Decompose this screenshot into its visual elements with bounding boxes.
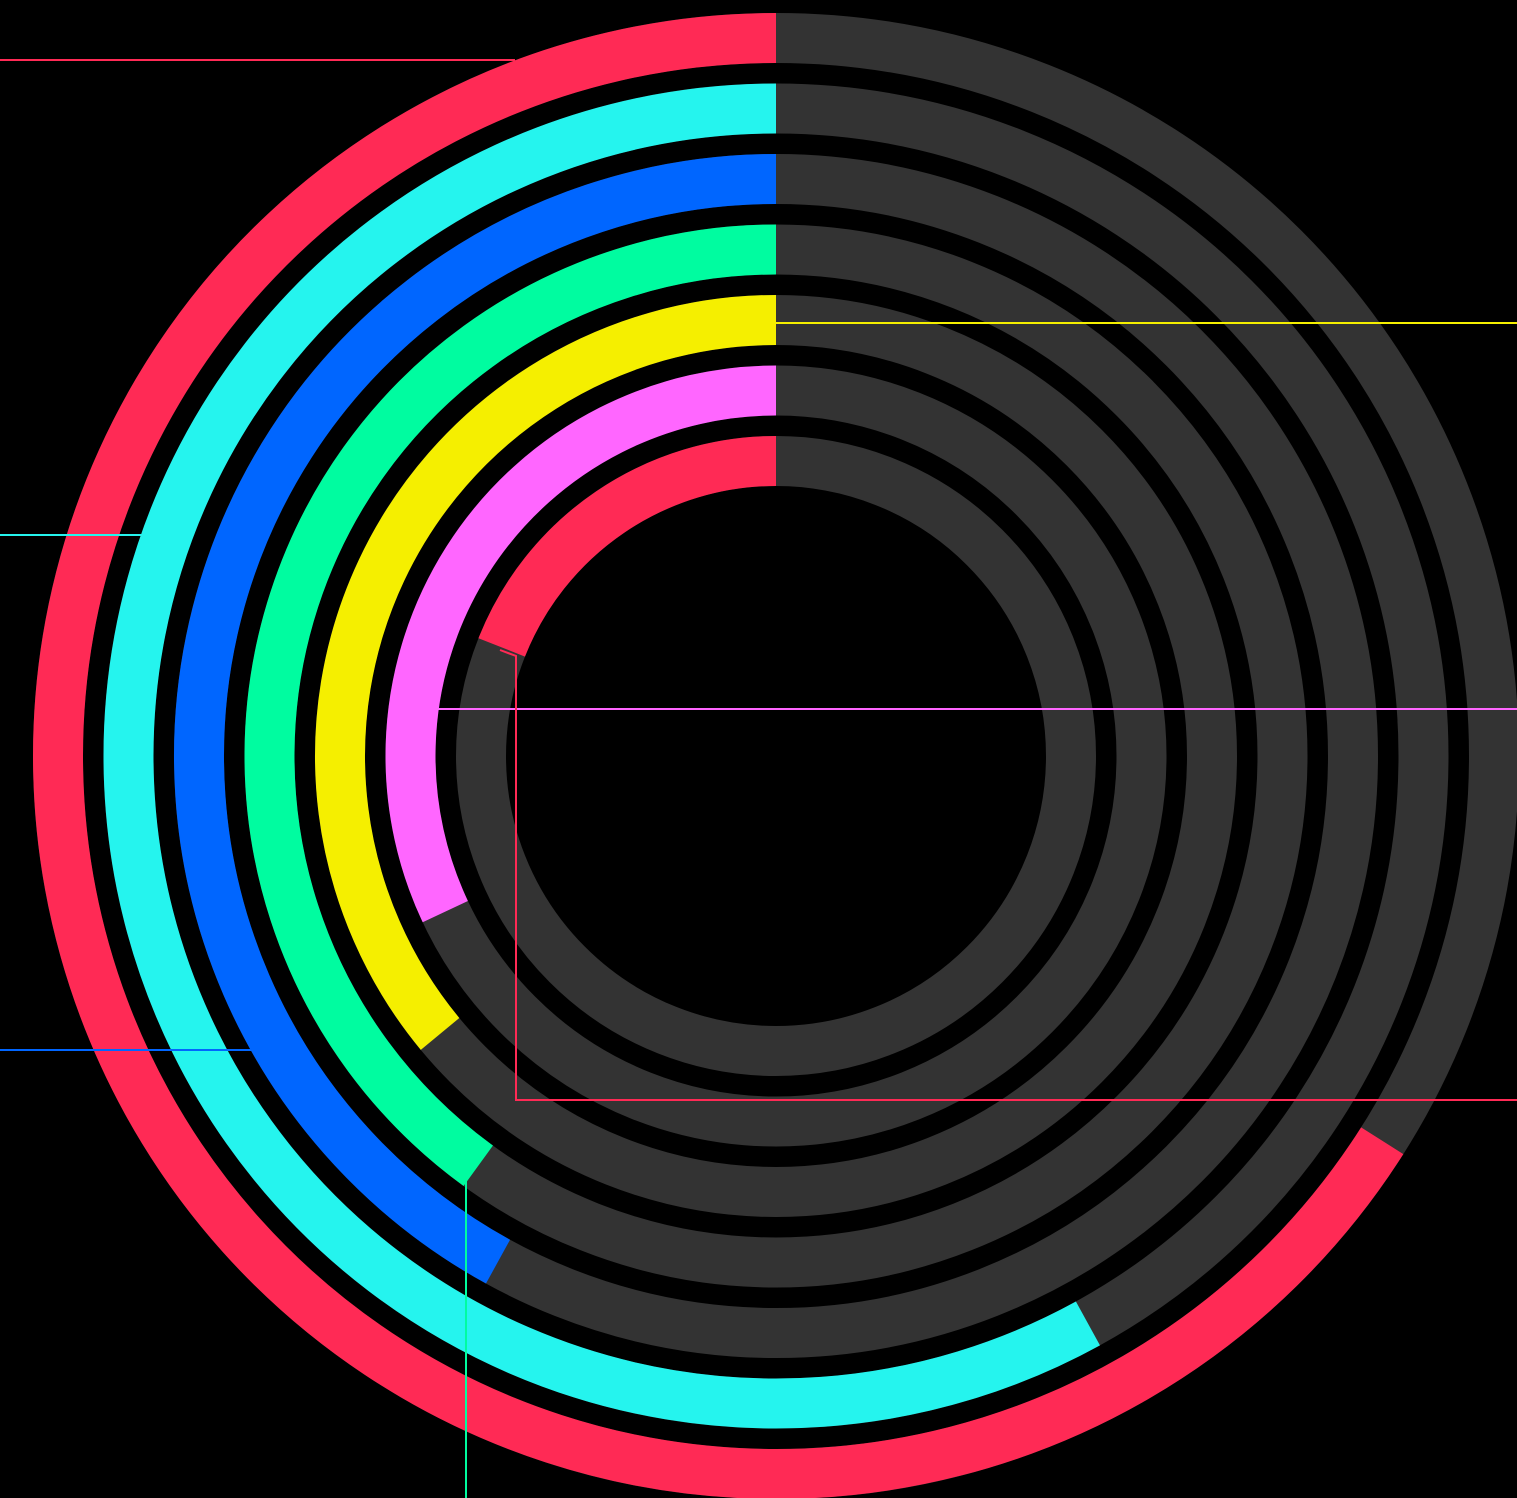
rings — [33, 13, 1517, 1498]
connectors — [0, 59, 1517, 1498]
arc — [33, 13, 1404, 1498]
arc — [315, 295, 777, 1050]
arc — [385, 365, 777, 923]
arc — [244, 224, 777, 1186]
connector — [499, 649, 1517, 1101]
arc — [478, 436, 777, 657]
arc — [174, 154, 777, 1284]
arc — [103, 83, 1100, 1429]
